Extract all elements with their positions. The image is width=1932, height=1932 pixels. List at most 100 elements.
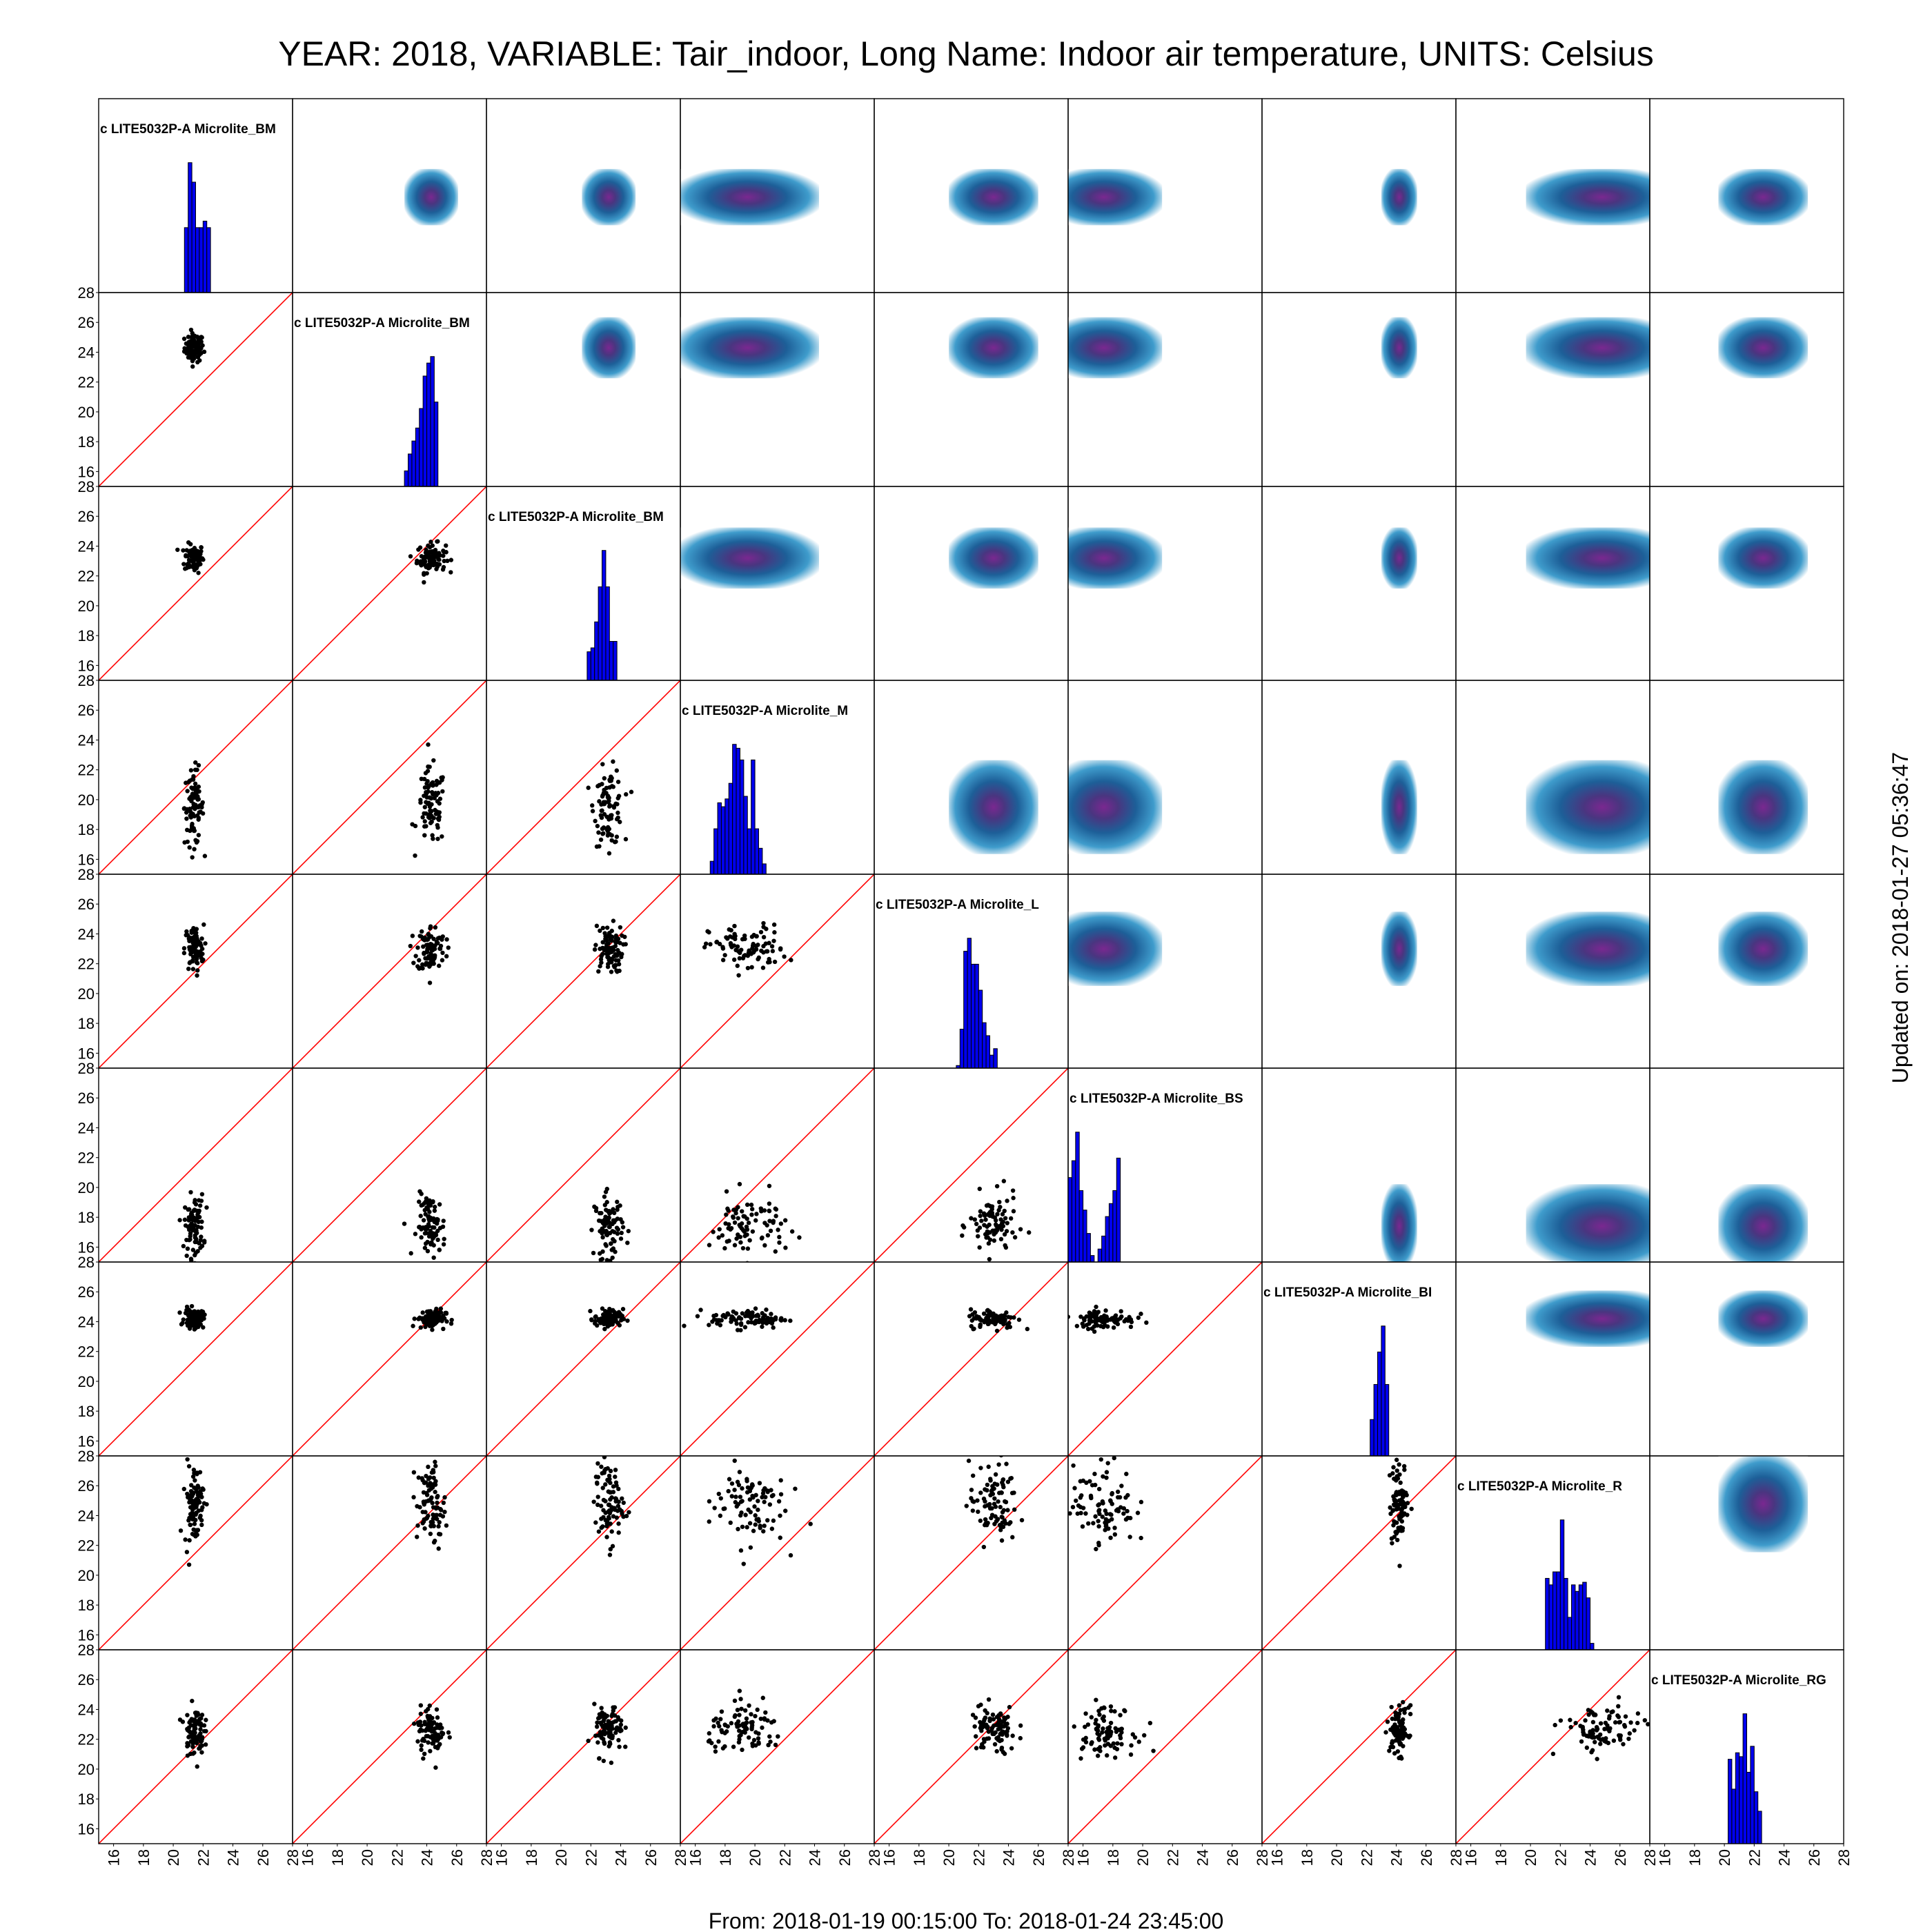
scatter-point bbox=[998, 1490, 1004, 1495]
scatter-point bbox=[707, 1731, 712, 1736]
scatter-point bbox=[199, 1750, 204, 1755]
scatter-point bbox=[607, 851, 612, 856]
scatter-point bbox=[988, 1492, 993, 1498]
histogram-bar bbox=[1071, 1160, 1076, 1262]
scatter-point bbox=[194, 960, 199, 965]
histogram-bar bbox=[1735, 1752, 1740, 1844]
scatter-point bbox=[765, 1488, 770, 1493]
x-tick-label: 20 bbox=[553, 1849, 570, 1866]
scatter-point bbox=[598, 964, 602, 969]
y-tick-label: 24 bbox=[78, 925, 95, 943]
panel-r2-c1 bbox=[292, 486, 487, 681]
density-region bbox=[404, 168, 458, 226]
scatter-point bbox=[760, 965, 766, 970]
scatter-point bbox=[986, 1241, 992, 1246]
scatter-point bbox=[195, 1208, 199, 1214]
histogram-bar bbox=[404, 470, 409, 486]
scatter-point bbox=[194, 956, 199, 962]
scatter-point bbox=[972, 1217, 977, 1222]
scatter-point bbox=[1087, 1318, 1093, 1323]
panel-r6-c0 bbox=[98, 1261, 293, 1457]
scatter-point bbox=[203, 1742, 208, 1747]
panel-r7-c6 bbox=[1261, 1455, 1457, 1650]
histogram-bar bbox=[1559, 1519, 1565, 1650]
scatter-point bbox=[433, 925, 438, 930]
scatter-point bbox=[704, 941, 709, 946]
scatter-point bbox=[725, 1311, 730, 1316]
scatter-point bbox=[729, 1318, 734, 1323]
panel-content bbox=[1381, 760, 1417, 854]
scatter-points bbox=[591, 1456, 631, 1557]
scatter-point bbox=[716, 1235, 721, 1240]
scatter-point bbox=[714, 1318, 719, 1323]
scatter-point bbox=[188, 815, 194, 820]
scatter-points bbox=[411, 1306, 454, 1332]
panel-r0-c4 bbox=[874, 98, 1069, 293]
scatter-point bbox=[752, 1263, 756, 1267]
scatter-point bbox=[1089, 1715, 1094, 1719]
scatter-point bbox=[422, 811, 426, 816]
scatter-point bbox=[408, 554, 413, 559]
scatter-point bbox=[715, 1321, 720, 1326]
scatter-point bbox=[608, 1742, 613, 1746]
scatter-point bbox=[440, 1514, 446, 1519]
y-tick-label: 24 bbox=[78, 731, 95, 749]
scatter-point bbox=[198, 1513, 203, 1519]
scatter-point bbox=[421, 1756, 426, 1761]
scatter-point bbox=[745, 1485, 751, 1490]
y-tick-label: 28 bbox=[78, 1642, 95, 1659]
scatter-point bbox=[753, 1513, 758, 1518]
scatter-point bbox=[1074, 1498, 1078, 1504]
scatter-point bbox=[978, 1323, 983, 1328]
scatter-point bbox=[767, 1734, 772, 1739]
scatter-point bbox=[615, 810, 620, 816]
scatter-point bbox=[196, 571, 201, 575]
scatter-point bbox=[190, 958, 195, 963]
scatter-point bbox=[612, 1310, 617, 1314]
density-region bbox=[1526, 317, 1650, 379]
panel-r2-c4 bbox=[874, 486, 1069, 681]
scatter-point bbox=[717, 1227, 722, 1232]
panel-r0-c7 bbox=[1455, 98, 1650, 293]
scatter-point bbox=[1590, 1719, 1596, 1725]
x-tick-label: 24 bbox=[1388, 1849, 1406, 1866]
scatter-point bbox=[1081, 1478, 1086, 1483]
scatter-point bbox=[441, 1242, 446, 1247]
scatter-point bbox=[1075, 1511, 1080, 1516]
x-tick-label: 20 bbox=[747, 1849, 764, 1866]
scatter-point bbox=[1094, 1717, 1098, 1722]
scatter-point bbox=[435, 1722, 440, 1727]
scatter-point bbox=[1001, 1179, 1007, 1183]
scatter-point bbox=[718, 1513, 723, 1518]
scatter-point bbox=[1394, 1468, 1399, 1473]
scatter-point bbox=[189, 1498, 195, 1503]
scatter-points bbox=[588, 1306, 630, 1332]
scatter-point bbox=[1118, 1309, 1123, 1314]
scatter-point bbox=[598, 928, 602, 934]
scatter-point bbox=[1401, 1728, 1406, 1734]
scatter-point bbox=[769, 1312, 773, 1317]
scatter-point bbox=[1096, 1524, 1101, 1529]
histogram-bar bbox=[754, 828, 759, 874]
scatter-point bbox=[1000, 1510, 1005, 1515]
scatter-point bbox=[760, 1315, 766, 1320]
x-tick-label: 22 bbox=[776, 1849, 793, 1866]
scatter-point bbox=[431, 558, 435, 564]
panel-r3-c2 bbox=[486, 680, 681, 875]
histogram-bar bbox=[188, 162, 193, 293]
scatter-point bbox=[1097, 1712, 1102, 1717]
scatter-point bbox=[968, 1307, 974, 1312]
y-tick-label: 22 bbox=[78, 1537, 95, 1555]
x-tick-label: 16 bbox=[106, 1849, 123, 1866]
scatter-point bbox=[434, 1734, 439, 1739]
scatter-point bbox=[425, 1265, 429, 1269]
panel-content bbox=[1068, 527, 1163, 589]
scatter-point bbox=[424, 1726, 430, 1731]
scatter-point bbox=[771, 1325, 776, 1330]
panel-content bbox=[293, 874, 486, 1068]
scatter-point bbox=[431, 1314, 437, 1319]
scatter-point bbox=[763, 941, 769, 946]
panel-variable-label: c LITE5032P-A Microlite_M bbox=[682, 704, 848, 718]
histogram-bar bbox=[747, 828, 752, 874]
